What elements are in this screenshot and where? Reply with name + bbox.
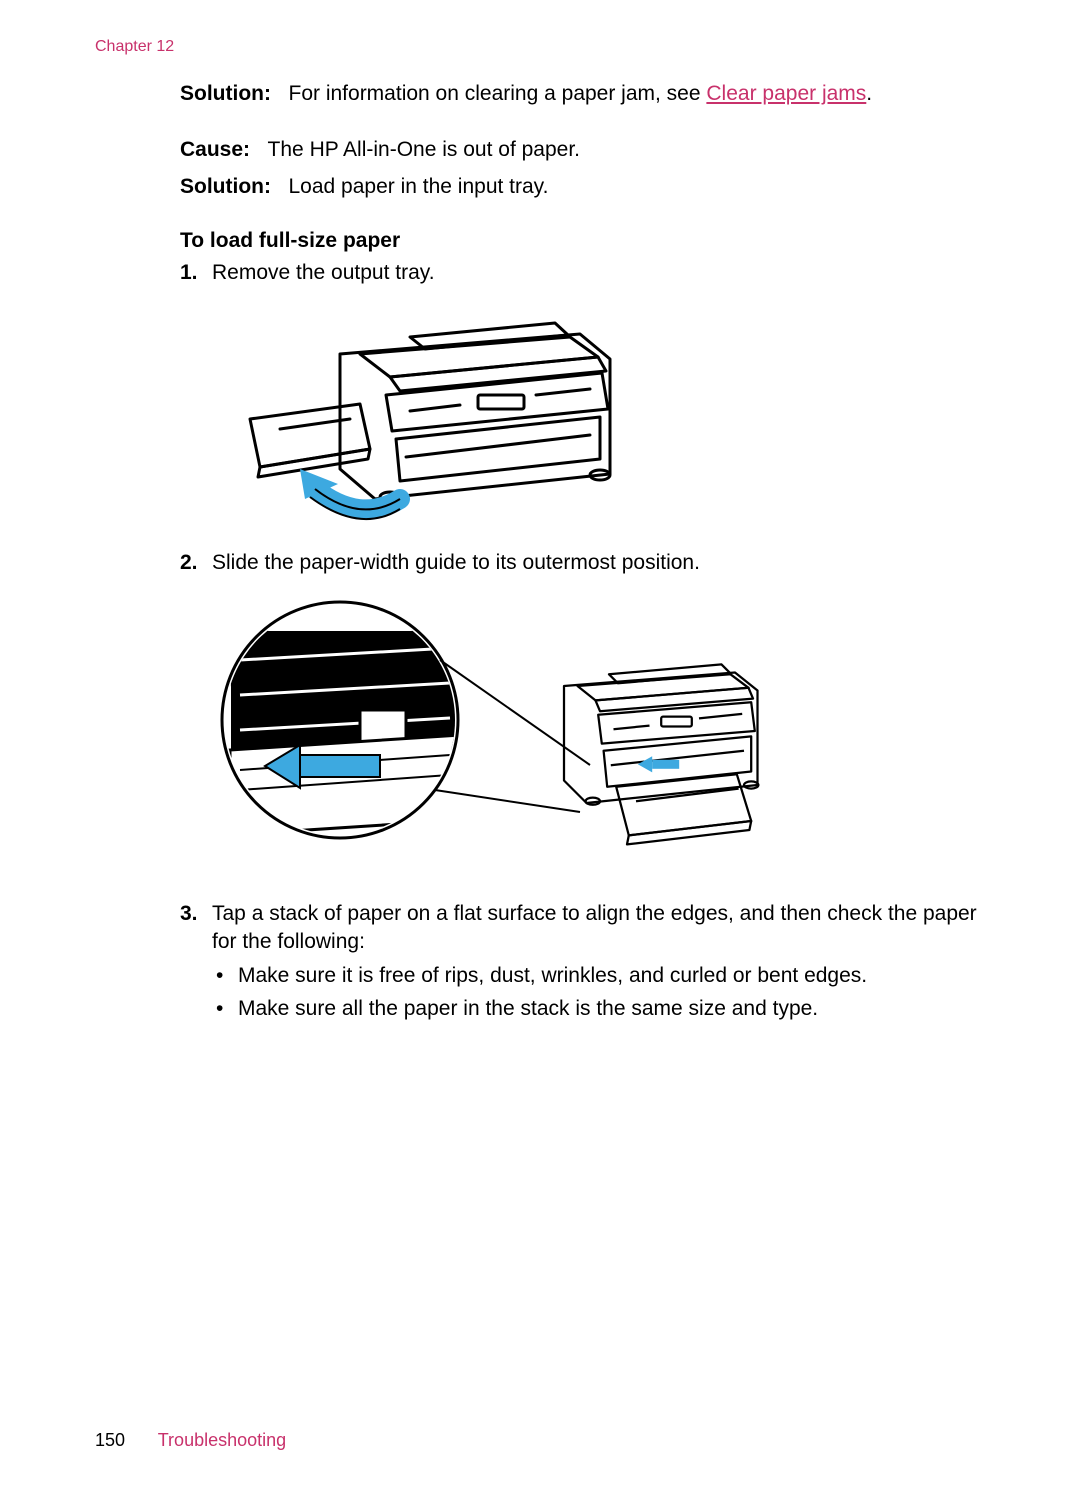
printer-width-guide-icon (210, 590, 770, 880)
clear-paper-jams-link[interactable]: Clear paper jams (706, 82, 866, 105)
step-3-bullets: • Make sure it is free of rips, dust, wr… (212, 962, 985, 1023)
solution-1-after: . (866, 82, 872, 105)
figure-1 (210, 299, 985, 529)
bullet-2-text: Make sure all the paper in the stack is … (238, 995, 818, 1023)
page-content: Solution: For information on clearing a … (180, 80, 985, 1027)
bullet-dot-icon: • (212, 962, 238, 990)
solution-1: Solution: For information on clearing a … (180, 80, 985, 108)
step-2: 2. Slide the paper-width guide to its ou… (180, 549, 985, 577)
bullet-1: • Make sure it is free of rips, dust, wr… (212, 962, 985, 990)
step-3-text: Tap a stack of paper on a flat surface t… (212, 900, 985, 957)
bullet-1-text: Make sure it is free of rips, dust, wrin… (238, 962, 867, 990)
step-2-text: Slide the paper-width guide to its outer… (212, 549, 985, 577)
load-paper-heading: To load full-size paper (180, 229, 985, 253)
cause-line: Cause: The HP All-in-One is out of paper… (180, 136, 985, 164)
footer-section: Troubleshooting (158, 1430, 286, 1450)
page-footer: 150 Troubleshooting (95, 1430, 286, 1451)
bullet-dot-icon: • (212, 995, 238, 1023)
step-3: 3. Tap a stack of paper on a flat surfac… (180, 900, 985, 957)
solution-2-label: Solution: (180, 175, 271, 198)
step-3-number: 3. (180, 900, 212, 957)
cause-text: The HP All-in-One is out of paper. (268, 138, 580, 161)
step-2-number: 2. (180, 549, 212, 577)
step-1-number: 1. (180, 259, 212, 287)
step-1: 1. Remove the output tray. (180, 259, 985, 287)
printer-remove-tray-icon (210, 299, 650, 529)
solution-2-text: Load paper in the input tray. (289, 175, 549, 198)
step-1-text: Remove the output tray. (212, 259, 985, 287)
solution-2: Solution: Load paper in the input tray. (180, 173, 985, 201)
solution-1-label: Solution: (180, 82, 271, 105)
bullet-2: • Make sure all the paper in the stack i… (212, 995, 985, 1023)
cause-label: Cause: (180, 138, 250, 161)
page-number: 150 (95, 1430, 125, 1450)
chapter-header: Chapter 12 (95, 38, 174, 56)
solution-1-text: For information on clearing a paper jam,… (289, 82, 707, 105)
figure-2 (210, 590, 985, 880)
